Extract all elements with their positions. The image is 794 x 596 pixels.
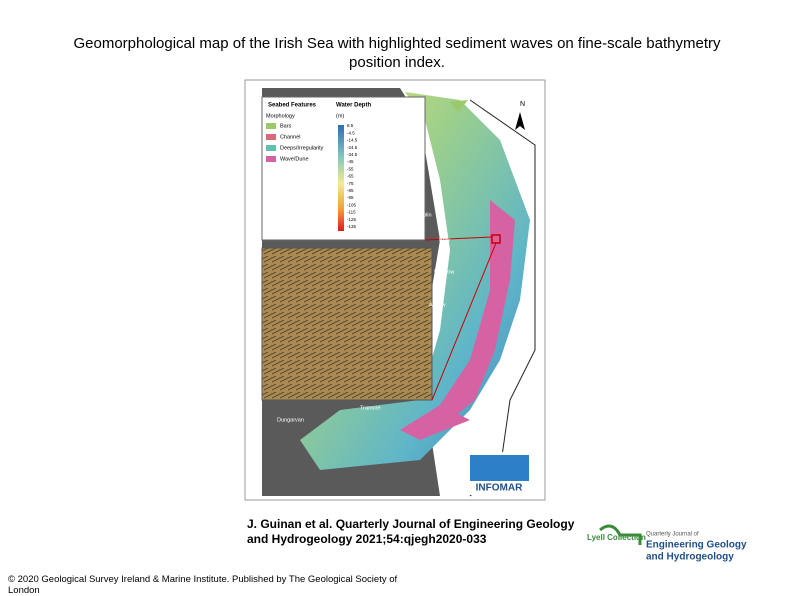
legend-title: Seabed Features (268, 103, 317, 109)
legend-title: Water Depth (336, 103, 371, 109)
place-label: Tramore (360, 405, 381, 411)
legend-entry: Deeps/Irregularity (280, 145, 324, 151)
inset-lines (424, 236, 497, 401)
depth-label: -24.5 (347, 145, 358, 150)
legend-unit: (m) (336, 113, 344, 119)
legend-entry: Bars (280, 123, 292, 129)
depth-label: -55 (347, 166, 354, 171)
depth-label: -4.5 (347, 130, 355, 135)
lyell-logo-graphic (599, 524, 642, 545)
citation: J. Guinan et al. Quarterly Journal of En… (247, 517, 575, 546)
copyright: © 2020 Geological Survey Ireland & Marin… (8, 574, 398, 596)
bars (450, 100, 468, 112)
place-label: Arklow (429, 302, 446, 308)
depth-label: -45 (347, 159, 354, 164)
journal-logo: Engineering Geology (646, 540, 747, 551)
sediment-waves (440, 200, 515, 420)
north-arrow (515, 112, 525, 130)
title: Geomorphological map of the Irish Sea wi… (73, 35, 721, 71)
place-label: Dundalk (398, 110, 418, 116)
north-label: N (520, 101, 525, 108)
place-label: Wicklow (434, 269, 454, 275)
inset-image (261, 247, 433, 401)
legend-swatch (266, 123, 276, 129)
place-label: Dublin (416, 212, 432, 218)
legend-entry: Wave/Dune (280, 156, 309, 162)
depth-scale (338, 125, 344, 231)
infomar-logo-graphic (470, 455, 529, 481)
legend-swatch (266, 145, 276, 151)
place-label: Bray (439, 237, 451, 243)
publisher-logo: Lyell Collection (587, 533, 646, 542)
legend-swatch (266, 156, 276, 162)
depth-label: -115 (347, 210, 356, 215)
depth-label: 8.5 (347, 123, 354, 128)
depth-label: -95 (347, 195, 354, 200)
depth-label: -14.5 (347, 138, 358, 143)
depth-label: -75 (347, 181, 354, 186)
journal-logo: and Hydrogeology (646, 552, 734, 563)
depth-label: -125 (347, 217, 357, 222)
depth-label: -34.5 (347, 152, 358, 157)
place-label: Dungarvan (277, 417, 304, 423)
journal-logo: Quarterly Journal of (646, 532, 699, 538)
place-label: Drogheda (396, 157, 421, 163)
sediment-waves (400, 405, 470, 440)
legend-swatch (266, 134, 276, 140)
depth-label: -85 (347, 188, 354, 193)
legend-subtitle: Morphology (266, 113, 295, 119)
depth-label: -135 (347, 224, 357, 229)
logo-text: INFOMAR (476, 483, 523, 494)
depth-label: -105 (347, 202, 357, 207)
depth-label: -65 (347, 174, 354, 179)
legend-entry: Channel (280, 134, 301, 140)
